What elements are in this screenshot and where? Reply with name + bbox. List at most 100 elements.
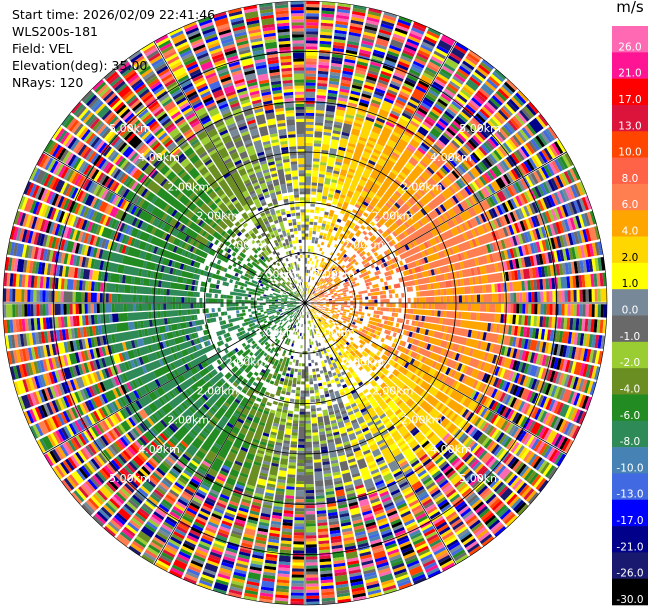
ppi-gate [456, 93, 468, 103]
ppi-gate [311, 188, 317, 192]
ppi-gate [316, 95, 326, 99]
ppi-gate [419, 74, 433, 86]
ppi-gate [382, 144, 394, 157]
ppi-gate [290, 368, 295, 372]
ppi-gate [470, 312, 477, 321]
ppi-gate [585, 259, 591, 273]
ppi-gate [542, 278, 547, 290]
ppi-gate [442, 132, 452, 141]
ppi-gate [355, 229, 362, 238]
ppi-gate [316, 343, 319, 347]
ppi-gate [325, 116, 334, 121]
ppi-gate [331, 295, 335, 298]
ppi-gate [310, 209, 315, 213]
ppi-gate [509, 259, 514, 270]
ppi-gate [380, 263, 385, 269]
ppi-gate [342, 282, 347, 286]
ppi-gate [326, 104, 336, 112]
ppi-gate [491, 252, 500, 263]
ppi-gate [369, 276, 377, 282]
ppi-gate [531, 202, 539, 214]
ppi-gate [548, 144, 559, 157]
ppi-gate [351, 13, 365, 20]
ppi-gate [459, 147, 469, 157]
ppi-gate [336, 252, 341, 257]
ppi-gate [330, 292, 334, 295]
ppi-gate [314, 125, 323, 129]
ppi-gate [363, 31, 376, 38]
ppi-gate [312, 435, 319, 442]
ppi-gate [486, 254, 491, 264]
ppi-gate [377, 228, 384, 234]
ppi-gate [446, 172, 458, 183]
ppi-gate [436, 139, 446, 148]
ppi-gate [307, 260, 310, 264]
ppi-gate [481, 59, 495, 70]
ppi-gate [410, 204, 420, 214]
ppi-gate [355, 113, 365, 119]
ppi-gate [471, 74, 483, 84]
ppi-gate [416, 303, 423, 309]
ppi-gate [278, 424, 286, 432]
ppi-gate [457, 253, 463, 261]
ppi-gate [426, 247, 435, 255]
ppi-gate [311, 191, 317, 195]
ppi-gate [486, 155, 495, 166]
ppi-gate [376, 254, 384, 261]
ppi-gate [292, 420, 299, 424]
ppi-gate [327, 89, 338, 95]
ppi-gate [564, 304, 568, 316]
ppi-gate [522, 268, 531, 280]
ppi-gate [337, 2, 351, 8]
ppi-gate [402, 269, 410, 276]
ppi-gate [579, 289, 583, 302]
ppi-gate [502, 142, 513, 154]
ppi-gate [305, 411, 311, 415]
ppi-gate [305, 106, 315, 110]
ppi-gate [306, 562, 318, 566]
ppi-gate [459, 261, 465, 270]
ppi-gate [486, 170, 495, 181]
ppi-gate [344, 305, 351, 308]
ppi-gate [415, 85, 427, 94]
ppi-gate [458, 224, 465, 233]
ppi-gate [535, 135, 545, 148]
ppi-gate [317, 288, 326, 295]
ppi-gate [308, 276, 311, 280]
ppi-gate [377, 34, 390, 42]
ppi-gate [437, 235, 443, 243]
ppi-gate [382, 290, 387, 295]
ppi-gate [349, 190, 361, 206]
ppi-gate [517, 233, 524, 245]
ppi-gate [359, 252, 364, 258]
ppi-gate [427, 269, 432, 277]
ppi-gate [350, 283, 357, 288]
ppi-gate [475, 191, 483, 202]
ppi-gate [296, 471, 305, 476]
ppi-gate [394, 138, 408, 154]
ppi-gate [360, 176, 368, 182]
ppi-gate [566, 276, 571, 289]
ppi-gate [340, 176, 353, 196]
ppi-gate [305, 73, 317, 77]
ppi-gate [510, 96, 522, 109]
ppi-gate [305, 420, 311, 424]
ppi-gate [406, 165, 424, 184]
ppi-gate [295, 359, 299, 366]
ppi-gate [524, 244, 530, 255]
ppi-gate [411, 268, 416, 274]
ppi-gate [349, 307, 353, 311]
ppi-gate [313, 296, 323, 301]
ppi-gate [306, 61, 317, 65]
ppi-gate [305, 133, 314, 138]
ppi-gate [432, 106, 443, 115]
ppi-gate [359, 119, 374, 140]
ppi-gate [437, 39, 452, 52]
ppi-gate [305, 484, 314, 488]
ppi-gate [564, 153, 574, 167]
ppi-gate [313, 287, 316, 291]
ppi-gate [546, 265, 552, 277]
ppi-gate [461, 128, 471, 138]
ppi-gate [305, 164, 312, 168]
ppi-gate [384, 270, 392, 277]
